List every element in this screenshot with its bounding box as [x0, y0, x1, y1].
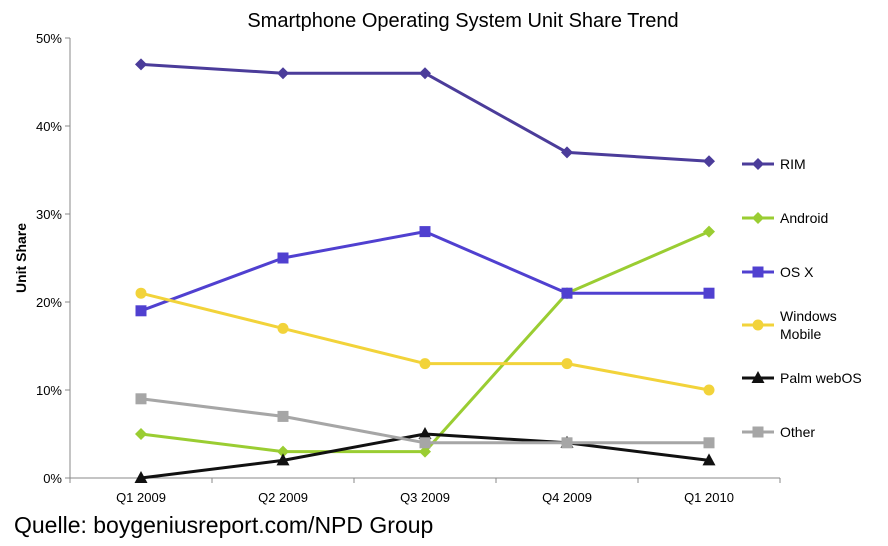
- data-point-rim: [135, 58, 147, 71]
- data-point-os-x: [135, 305, 147, 317]
- series-os-x: [135, 226, 715, 317]
- data-point-android: [703, 225, 715, 238]
- legend-marker: [752, 158, 764, 170]
- data-point-os-x: [277, 252, 289, 264]
- data-point-os-x: [419, 226, 431, 238]
- data-point-windows-mobile: [703, 384, 715, 396]
- x-tick-label: Q4 2009: [542, 490, 592, 505]
- legend-label: Palm webOS: [780, 370, 862, 386]
- series-android: [135, 225, 715, 458]
- x-tick-label: Q3 2009: [400, 490, 450, 505]
- legend-marker: [752, 426, 764, 438]
- legend-label: Android: [780, 210, 828, 226]
- x-tick-label: Q1 2010: [684, 490, 734, 505]
- data-point-other: [277, 410, 289, 422]
- chart-title: Smartphone Operating System Unit Share T…: [247, 10, 678, 32]
- axes: 0% 10% 20% 30% 40% 50% Q1 2009 Q2 2009 Q3 2009 Q4…: [36, 31, 781, 505]
- legend-label: Windows: [780, 308, 837, 324]
- data-point-android: [277, 445, 289, 458]
- series-rim: [135, 58, 715, 168]
- data-point-windows-mobile: [135, 287, 147, 299]
- y-tick-label: 30%: [36, 207, 62, 222]
- data-point-os-x: [561, 287, 573, 299]
- legend-label: Other: [780, 424, 815, 440]
- data-point-windows-mobile: [277, 322, 289, 334]
- series-windows-mobile: [135, 287, 715, 396]
- series-line-android: [140, 230, 710, 454]
- data-point-other: [419, 437, 431, 449]
- data-point-palm-webos: [702, 453, 716, 466]
- legend-item-windows-mobile: Windows Mobile: [742, 308, 837, 342]
- data-point-other: [561, 437, 573, 449]
- series-line-os-x: [140, 230, 709, 313]
- data-point-palm-webos: [276, 453, 290, 466]
- y-axis-label: Unit Share: [13, 223, 29, 293]
- series-other: [135, 393, 715, 449]
- source-note: Quelle: boygeniusreport.com/NPD Group: [14, 512, 434, 538]
- legend-item-rim: RIM: [742, 156, 806, 172]
- x-tick-label: Q1 2009: [116, 490, 166, 505]
- data-point-android: [419, 445, 431, 458]
- legend-marker: [751, 371, 765, 383]
- data-point-rim: [277, 67, 289, 80]
- y-tick-label: 50%: [36, 31, 62, 46]
- data-point-rim: [703, 155, 715, 168]
- y-tick-label: 40%: [36, 119, 62, 134]
- legend-item-android: Android: [742, 210, 828, 226]
- data-point-other: [703, 437, 715, 449]
- data-point-rim: [561, 146, 573, 159]
- series-line-windows-mobile: [140, 291, 710, 392]
- data-point-android: [135, 428, 147, 440]
- series-layer: [134, 58, 716, 483]
- data-point-windows-mobile: [561, 358, 573, 370]
- legend: RIM Android OS X Windows Mobile Palm webOS Oth…: [742, 156, 862, 440]
- legend-item-other: Other: [742, 424, 815, 440]
- legend-label: OS X: [780, 264, 814, 280]
- y-tick-label: 0%: [43, 471, 62, 486]
- y-tick-label: 20%: [36, 295, 62, 310]
- legend-marker: [752, 266, 764, 278]
- legend-item-os-x: OS X: [742, 264, 814, 280]
- legend-label: RIM: [780, 156, 806, 172]
- data-point-palm-webos: [418, 427, 432, 439]
- legend-item-palm-webos: Palm webOS: [742, 370, 862, 386]
- data-point-rim: [419, 67, 431, 80]
- y-tick-label: 10%: [36, 383, 62, 398]
- x-tick-label: Q2 2009: [258, 490, 308, 505]
- legend-label: Mobile: [780, 326, 821, 342]
- data-point-other: [135, 393, 147, 405]
- data-point-palm-webos: [134, 471, 148, 483]
- data-point-os-x: [703, 287, 715, 299]
- legend-marker: [752, 212, 764, 224]
- data-point-windows-mobile: [419, 358, 431, 370]
- legend-marker: [752, 319, 764, 331]
